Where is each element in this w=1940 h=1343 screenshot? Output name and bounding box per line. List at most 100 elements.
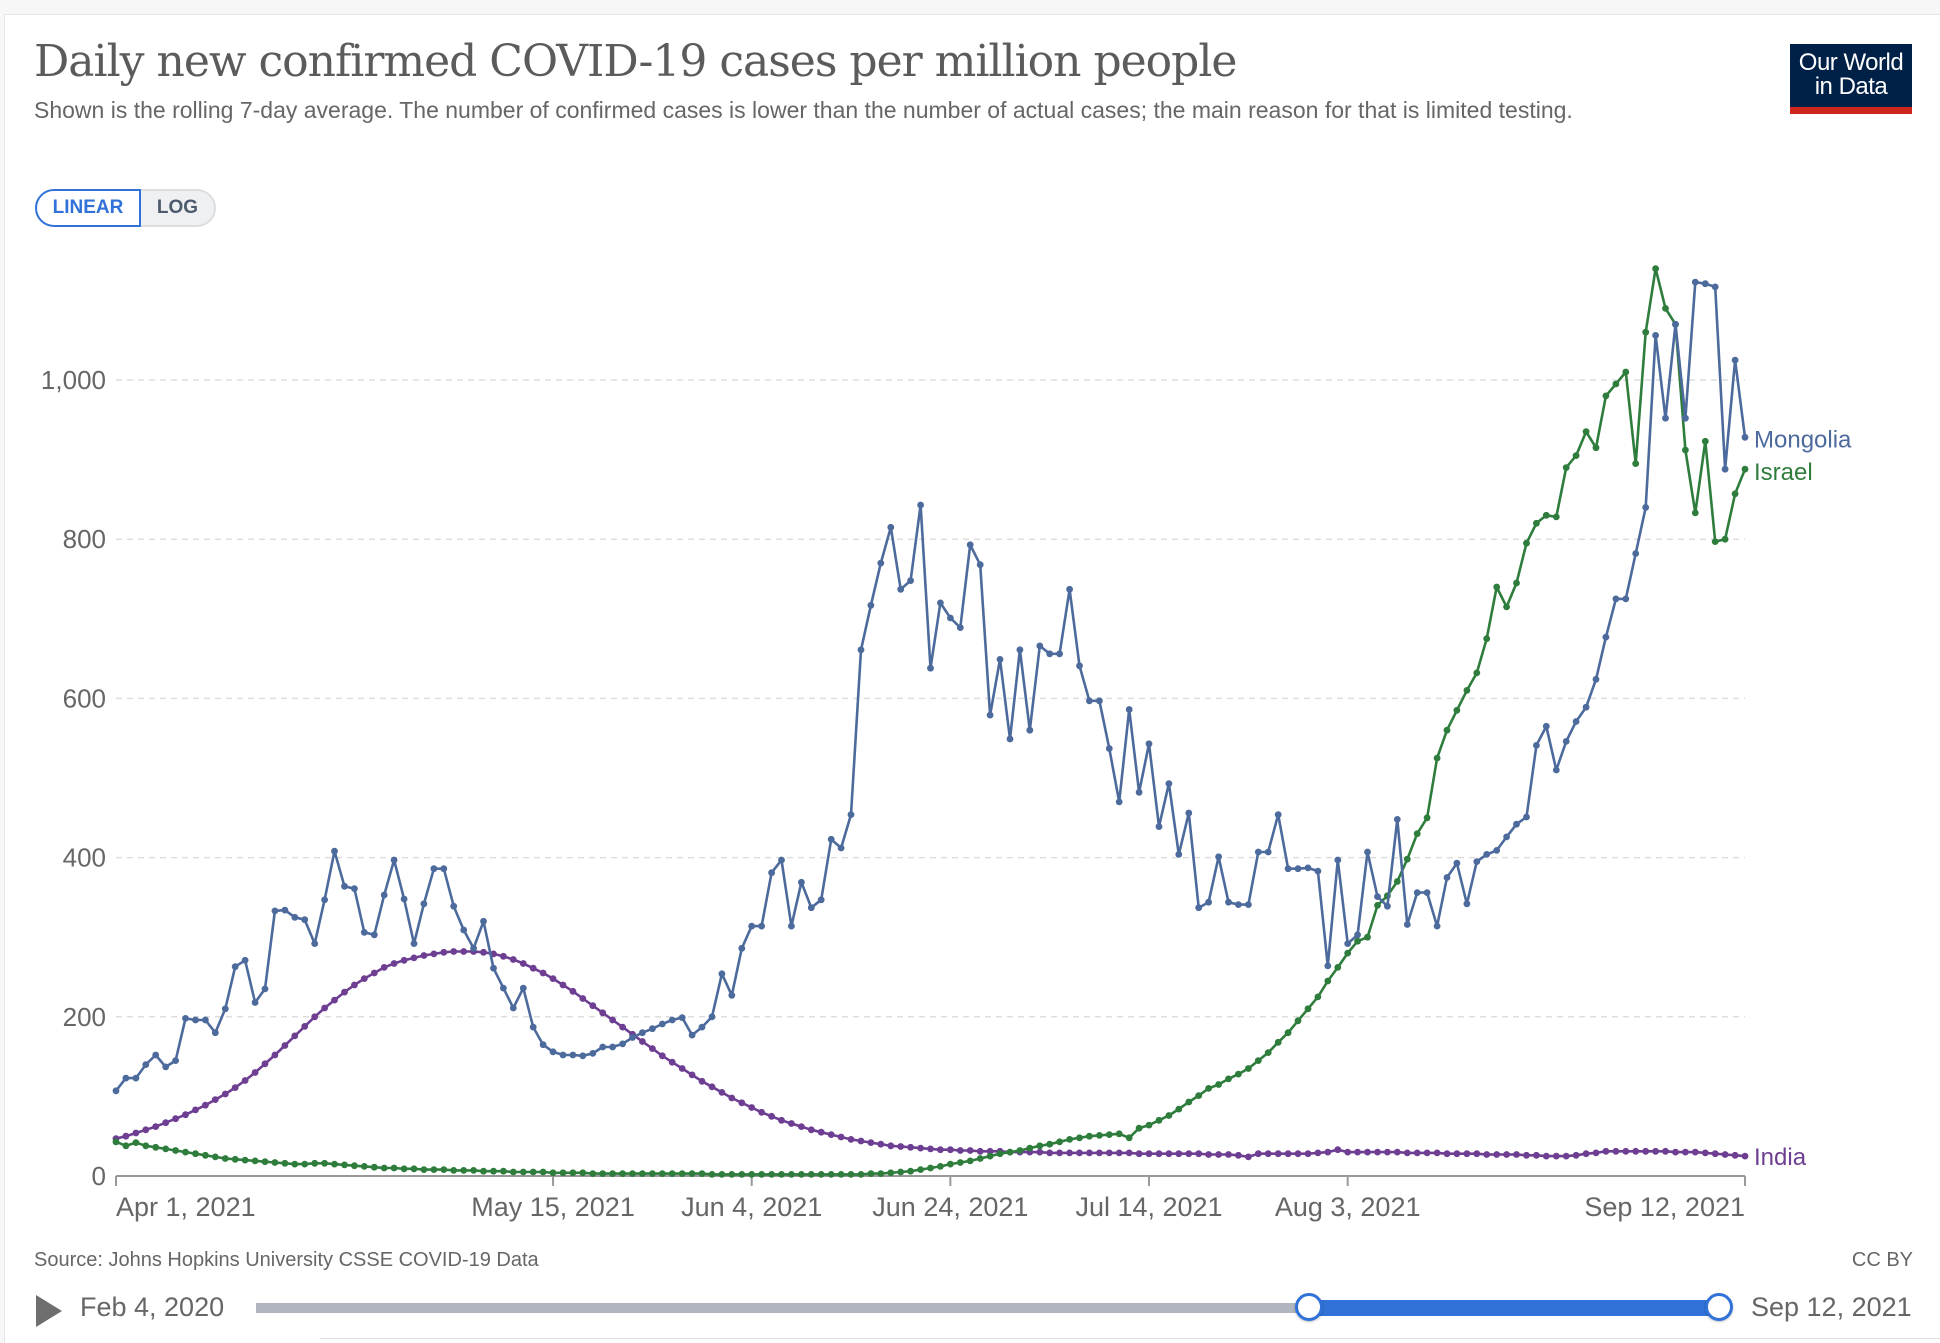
data-point-mongolia xyxy=(1245,901,1252,908)
data-point-india xyxy=(251,1069,259,1076)
data-point-mongolia xyxy=(341,882,348,890)
log-scale-button[interactable]: LOG xyxy=(141,189,216,227)
data-point-india xyxy=(1314,1149,1322,1157)
data-point-israel xyxy=(1354,937,1361,945)
data-point-india xyxy=(1205,1151,1212,1158)
data-point-israel xyxy=(1473,669,1481,677)
data-point-india xyxy=(1552,1152,1560,1160)
data-point-mongolia xyxy=(877,559,885,567)
play-icon[interactable] xyxy=(36,1295,62,1327)
owid-logo[interactable]: Our World in Data xyxy=(1790,44,1912,114)
data-point-mongolia xyxy=(1652,332,1659,339)
data-point-israel xyxy=(1115,1130,1123,1138)
data-point-mongolia xyxy=(1046,650,1054,658)
data-point-israel xyxy=(490,1167,497,1175)
data-point-mongolia xyxy=(698,1023,706,1031)
data-point-india xyxy=(907,1143,914,1151)
data-point-israel xyxy=(182,1148,189,1156)
x-tick-label: Aug 3, 2021 xyxy=(1275,1192,1421,1222)
data-point-india xyxy=(658,1052,666,1060)
data-point-israel xyxy=(937,1163,944,1170)
data-point-india xyxy=(609,1016,616,1024)
data-point-mongolia xyxy=(211,1029,219,1037)
data-point-mongolia xyxy=(1125,706,1133,713)
data-point-mongolia xyxy=(440,865,448,873)
data-point-india xyxy=(1135,1150,1143,1158)
data-point-mongolia xyxy=(529,1023,537,1031)
legend-label-india[interactable]: India xyxy=(1754,1144,1807,1171)
data-point-mongolia xyxy=(927,664,934,672)
data-point-mongolia xyxy=(1264,848,1272,856)
data-point-israel xyxy=(1572,452,1580,459)
data-point-india xyxy=(211,1096,219,1103)
data-point-mongolia xyxy=(639,1029,646,1037)
data-point-india xyxy=(569,987,577,995)
timeline-selected-range[interactable] xyxy=(1309,1300,1719,1316)
data-point-mongolia xyxy=(202,1016,209,1024)
data-point-india xyxy=(1443,1150,1451,1158)
data-point-india xyxy=(1711,1150,1719,1158)
data-point-india xyxy=(360,975,368,982)
data-point-mongolia xyxy=(261,985,269,993)
data-point-israel xyxy=(1682,446,1689,454)
data-point-india xyxy=(1046,1149,1054,1157)
data-point-israel xyxy=(351,1162,358,1170)
data-point-india xyxy=(1662,1147,1669,1155)
legend-label-mongolia[interactable]: Mongolia xyxy=(1754,426,1852,453)
data-point-india xyxy=(420,952,428,959)
legend-label-israel[interactable]: Israel xyxy=(1754,459,1813,486)
data-point-israel xyxy=(1304,1005,1312,1013)
data-point-india xyxy=(172,1115,180,1123)
data-point-israel xyxy=(1721,535,1729,543)
data-point-mongolia xyxy=(172,1057,180,1064)
data-point-israel xyxy=(301,1160,309,1168)
data-point-india xyxy=(321,1004,328,1012)
data-point-israel xyxy=(1741,465,1749,473)
data-point-israel xyxy=(549,1169,557,1177)
data-point-mongolia xyxy=(1016,646,1024,654)
data-point-india xyxy=(827,1131,835,1138)
data-point-india xyxy=(331,996,338,1004)
data-point-israel xyxy=(281,1159,289,1167)
data-point-israel xyxy=(1662,305,1669,312)
data-point-israel xyxy=(986,1152,994,1160)
data-point-india xyxy=(986,1147,994,1155)
data-point-mongolia xyxy=(897,585,905,593)
data-point-israel xyxy=(1413,830,1421,838)
data-point-israel xyxy=(202,1151,209,1159)
data-point-israel xyxy=(241,1156,249,1164)
data-point-india xyxy=(976,1147,984,1155)
data-point-mongolia xyxy=(1493,847,1501,854)
data-point-mongolia xyxy=(291,913,299,921)
data-point-india xyxy=(1374,1148,1381,1156)
data-point-india xyxy=(678,1065,686,1072)
data-point-india xyxy=(1384,1148,1391,1156)
license-link[interactable]: CC BY xyxy=(1851,1249,1913,1271)
timeline-start-handle[interactable] xyxy=(1295,1293,1324,1321)
data-point-israel xyxy=(1701,437,1709,445)
data-point-india xyxy=(1523,1151,1530,1159)
data-point-israel xyxy=(877,1170,885,1177)
data-point-mongolia xyxy=(1105,745,1113,752)
timeline-track[interactable] xyxy=(256,1303,1719,1313)
data-point-mongolia xyxy=(192,1016,199,1024)
data-point-mongolia xyxy=(410,940,418,947)
data-point-israel xyxy=(1542,511,1550,519)
data-point-israel xyxy=(807,1171,815,1178)
data-point-israel xyxy=(698,1170,706,1177)
data-point-india xyxy=(380,964,388,971)
data-point-mongolia xyxy=(569,1051,577,1059)
data-point-mongolia xyxy=(1215,853,1222,861)
data-point-israel xyxy=(132,1139,140,1146)
data-point-india xyxy=(301,1023,309,1030)
data-point-israel xyxy=(947,1160,954,1168)
data-point-mongolia xyxy=(1682,414,1689,422)
data-point-india xyxy=(847,1136,855,1143)
timeline-end-handle[interactable] xyxy=(1705,1293,1733,1321)
data-point-mongolia xyxy=(370,931,378,939)
data-point-mongolia xyxy=(1423,889,1431,896)
data-point-israel xyxy=(1552,513,1560,521)
linear-scale-button[interactable]: LINEAR xyxy=(35,189,141,227)
data-point-israel xyxy=(1364,933,1371,941)
data-point-mongolia xyxy=(599,1043,607,1051)
